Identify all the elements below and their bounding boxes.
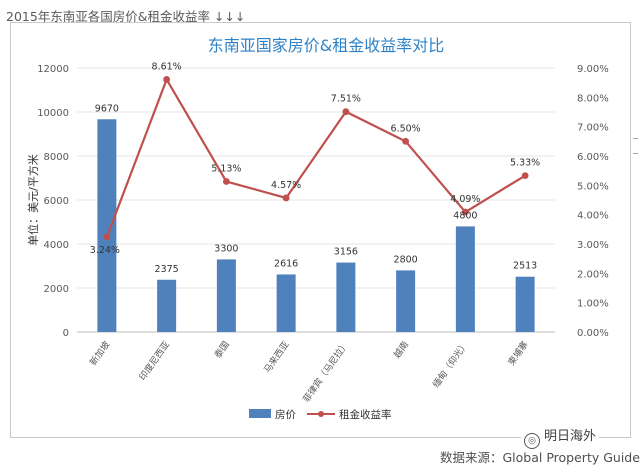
bar (515, 276, 535, 332)
x-tick-label: 越南 (391, 339, 411, 361)
line-value-label: 3.24% (90, 245, 120, 256)
line-value-label: 5.33% (510, 158, 540, 169)
x-tick-label: 新加坡 (87, 339, 112, 368)
line-value-label: 4.09% (450, 194, 480, 205)
line-value-label: 5.13% (211, 164, 241, 175)
bar-value-label: 3156 (334, 247, 358, 258)
chart-frame: 东南亚国家房价&租金收益率对比 0 2000 4000 6000 8000 10000 12… (10, 22, 631, 438)
y2-tick-label: 2.00% (577, 269, 609, 280)
bar (396, 270, 416, 332)
y-tick-label: 10000 (37, 108, 69, 119)
bar (97, 119, 117, 332)
side-mark (633, 138, 638, 154)
legend-label-line: 租金收益率 (339, 408, 392, 421)
y-tick-label: 8000 (44, 152, 69, 163)
legend-swatch-bar (249, 409, 271, 418)
y2-tick-label: 1.00% (577, 299, 609, 310)
line-point (461, 208, 469, 216)
bar (336, 262, 356, 332)
x-tick-label: 缅甸（仰光） (430, 339, 471, 390)
watermark: ◎ 明日海外 (521, 425, 600, 449)
line-value-label: 6.50% (391, 123, 421, 134)
y2-tick-label: 3.00% (577, 240, 609, 251)
line-point (103, 233, 111, 241)
line-point (342, 108, 350, 116)
line-path (105, 76, 526, 238)
y-tick-label: 0 (63, 328, 69, 339)
y2-tick-label: 8.00% (577, 93, 609, 104)
page-caption: 2015年东南亚各国房价&租金收益率 ↓↓↓ (6, 9, 246, 24)
y2-tick-label: 6.00% (577, 152, 609, 163)
bar-value-label: 3300 (214, 243, 238, 254)
bar (455, 226, 475, 332)
watermark-text: 明日海外 (544, 429, 597, 444)
y2-tick-label: 9.00% (577, 64, 609, 75)
line-value-label: 8.61% (152, 61, 182, 72)
data-labels: 9670 2375 3300 2616 3156 2800 4800 2513 3.24% 8.6… (90, 61, 540, 274)
bar (157, 279, 177, 332)
x-tick-label: 马来西亚 (262, 339, 292, 375)
bar-value-label: 2375 (155, 264, 179, 275)
line-point (282, 194, 290, 202)
y-tick-label: 6000 (44, 196, 69, 207)
bar-value-label: 2800 (394, 254, 418, 265)
bar-value-label: 2616 (274, 258, 298, 269)
legend-marker-line (318, 411, 324, 417)
line-point (402, 137, 410, 145)
x-tick-label: 泰国 (212, 339, 232, 361)
line-point (521, 172, 529, 180)
y2-tick-label: 4.00% (577, 211, 609, 222)
y-tick-label: 2000 (44, 284, 69, 295)
x-tick-label: 印度尼西亚 (136, 339, 172, 383)
line-value-label: 7.51% (331, 94, 361, 105)
wechat-logo-icon: ◎ (524, 433, 540, 449)
line-value-label: 4.57% (271, 180, 301, 191)
y2-tick-label: 0.00% (577, 328, 609, 339)
chart-title: 东南亚国家房价&租金收益率对比 (208, 36, 444, 55)
bar (276, 274, 296, 332)
bar-series (97, 119, 535, 332)
bar-value-label: 9670 (95, 103, 119, 114)
legend-label-bar: 房价 (275, 408, 296, 421)
y-axis-title: 单位：美元/平方米 (26, 154, 40, 246)
line-point (222, 178, 230, 185)
line-point (163, 76, 171, 83)
source-text: 数据来源：Global Property Guide (440, 450, 640, 465)
bar-value-label: 2513 (513, 261, 537, 272)
x-tick-label: 柬埔寨 (505, 339, 530, 368)
y2-tick-label: 5.00% (577, 181, 609, 192)
combo-chart: 东南亚国家房价&租金收益率对比 0 2000 4000 6000 8000 10000 12… (26, 36, 609, 421)
legend: 房价 租金收益率 (249, 408, 392, 421)
y-tick-label: 4000 (44, 240, 69, 251)
bar-value-label: 4800 (453, 210, 477, 221)
bar (216, 259, 236, 332)
y2-tick-label: 7.00% (577, 123, 609, 134)
x-tick-label: 菲律宾（马尼拉） (300, 339, 351, 405)
line-series (103, 76, 529, 241)
y-tick-label: 12000 (37, 64, 69, 75)
